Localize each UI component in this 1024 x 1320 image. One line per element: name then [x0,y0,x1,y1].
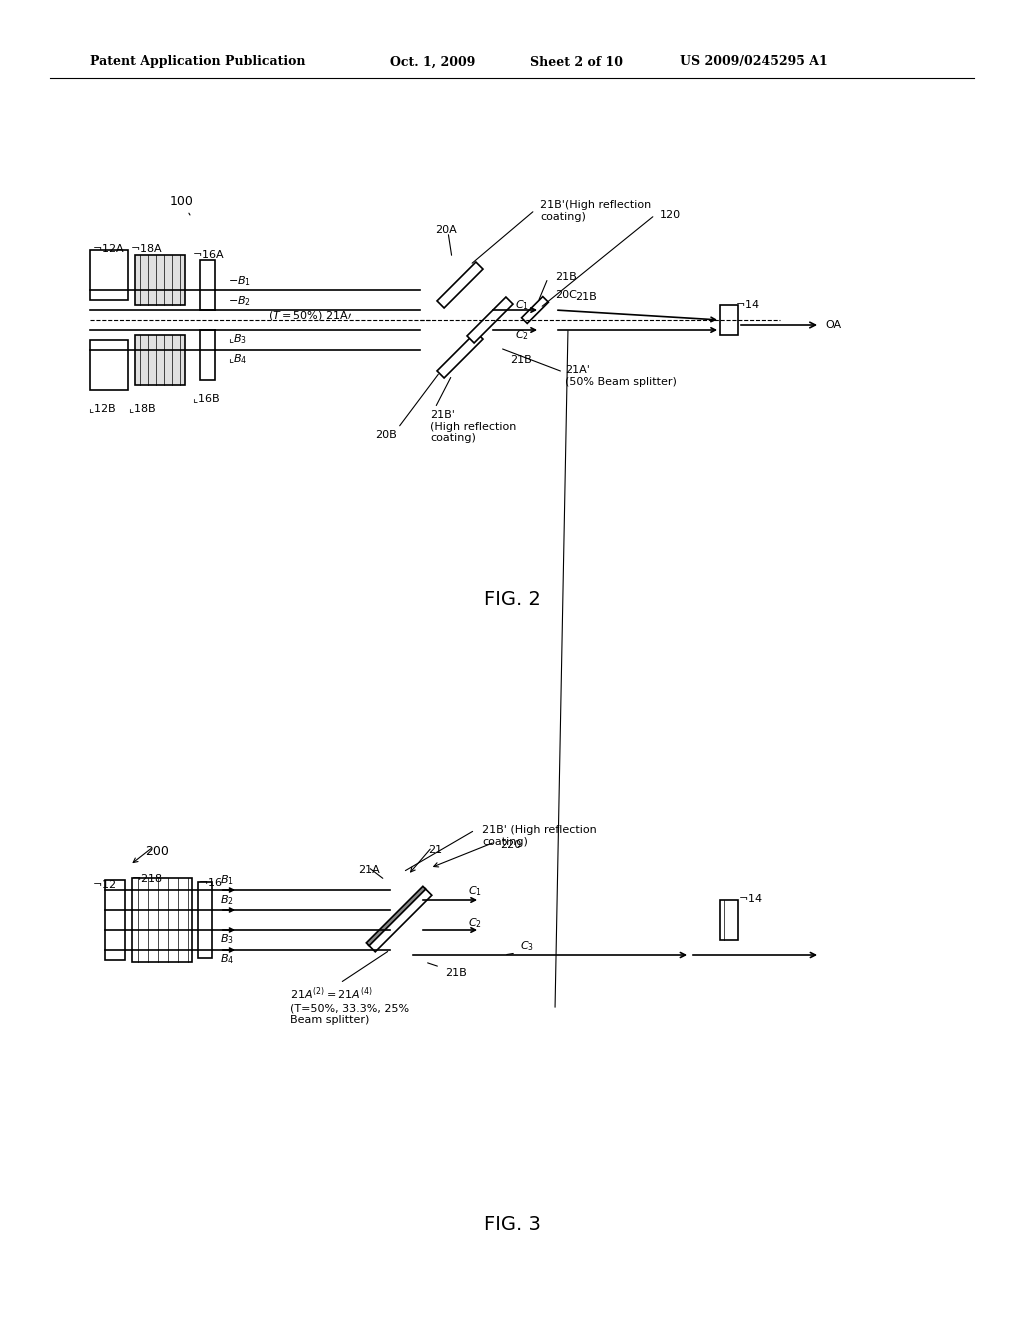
Text: 21B'(High reflection
coating): 21B'(High reflection coating) [540,201,651,222]
Text: FIG. 2: FIG. 2 [483,590,541,609]
Text: 220: 220 [500,840,521,850]
Bar [200,330,215,380]
Bar [105,880,125,960]
Text: OA: OA [825,319,841,330]
Polygon shape [437,261,483,308]
Text: 20B: 20B [375,430,396,440]
Text: US 2009/0245295 A1: US 2009/0245295 A1 [680,55,827,69]
Text: $21A^{(2)}=21A^{(4)}$
(T=50%, 33.3%, 25%
Beam splitter): $21A^{(2)}=21A^{(4)}$ (T=50%, 33.3%, 25%… [290,985,410,1024]
Text: $C_2$: $C_2$ [515,327,529,342]
Text: 100: 100 [170,195,194,215]
Text: $\neg$16A: $\neg$16A [193,248,225,260]
Text: 21B: 21B [510,355,531,366]
Polygon shape [369,888,432,952]
Text: 21: 21 [428,845,442,855]
Text: Patent Application Publication: Patent Application Publication [90,55,305,69]
Text: $C_2$: $C_2$ [468,916,482,931]
Text: Oct. 1, 2009: Oct. 1, 2009 [390,55,475,69]
Text: $\neg$16: $\neg$16 [198,876,222,888]
Polygon shape [521,297,549,323]
Text: $\neg$14: $\neg$14 [738,892,763,904]
Bar [200,260,215,310]
Bar [720,305,738,335]
Text: $B_4$: $B_4$ [220,952,234,966]
Text: 200: 200 [145,845,169,858]
Text: $\neg$218: $\neg$218 [131,873,163,884]
Text: 21A: 21A [358,865,380,875]
Text: $\neg$12: $\neg$12 [92,878,117,890]
Polygon shape [437,333,483,378]
Text: $\llcorner$18B: $\llcorner$18B [128,403,157,414]
Text: $\neg$14: $\neg$14 [735,298,760,310]
Bar [90,341,128,389]
Text: $C_3$: $C_3$ [520,940,535,953]
Bar [90,249,128,300]
Text: $-B_2$: $-B_2$ [228,294,251,308]
Text: 21B: 21B [555,272,577,282]
Text: $\neg$12A: $\neg$12A [92,242,125,253]
Text: $B_3$: $B_3$ [220,932,233,946]
Text: 21B: 21B [445,968,467,978]
Text: $\llcorner B_4$: $\llcorner B_4$ [228,352,248,366]
Bar [198,882,212,958]
Text: $B_2$: $B_2$ [220,894,233,907]
Text: $C_1$: $C_1$ [468,884,482,898]
Polygon shape [367,886,426,945]
Text: FIG. 3: FIG. 3 [483,1214,541,1234]
Text: $\llcorner$16B: $\llcorner$16B [193,392,220,405]
Text: $C_1$: $C_1$ [515,298,529,312]
Text: 20C: 20C [555,290,577,300]
Text: Sheet 2 of 10: Sheet 2 of 10 [530,55,623,69]
Polygon shape [467,297,513,343]
Text: 21A'
(50% Beam splitter): 21A' (50% Beam splitter) [565,366,677,387]
Text: $(T=50\%)$ 21A$\prime$: $(T=50\%)$ 21A$\prime$ [268,309,352,322]
Text: 21B' (High reflection
coating): 21B' (High reflection coating) [482,825,597,846]
Bar [132,878,193,962]
Bar [720,900,738,940]
Text: $\llcorner B_3$: $\llcorner B_3$ [228,333,247,346]
Text: $\llcorner$12B: $\llcorner$12B [88,403,117,414]
Text: $-B_1$: $-B_1$ [228,275,251,288]
Text: $\neg$18A: $\neg$18A [130,242,163,253]
Text: 120: 120 [660,210,681,220]
Text: 21B'
(High reflection
coating): 21B' (High reflection coating) [430,411,516,444]
Bar [135,255,185,305]
Text: $B_1$: $B_1$ [220,874,233,887]
Bar [135,335,185,385]
Text: 20A: 20A [435,224,457,235]
Text: 21B: 21B [575,292,597,302]
